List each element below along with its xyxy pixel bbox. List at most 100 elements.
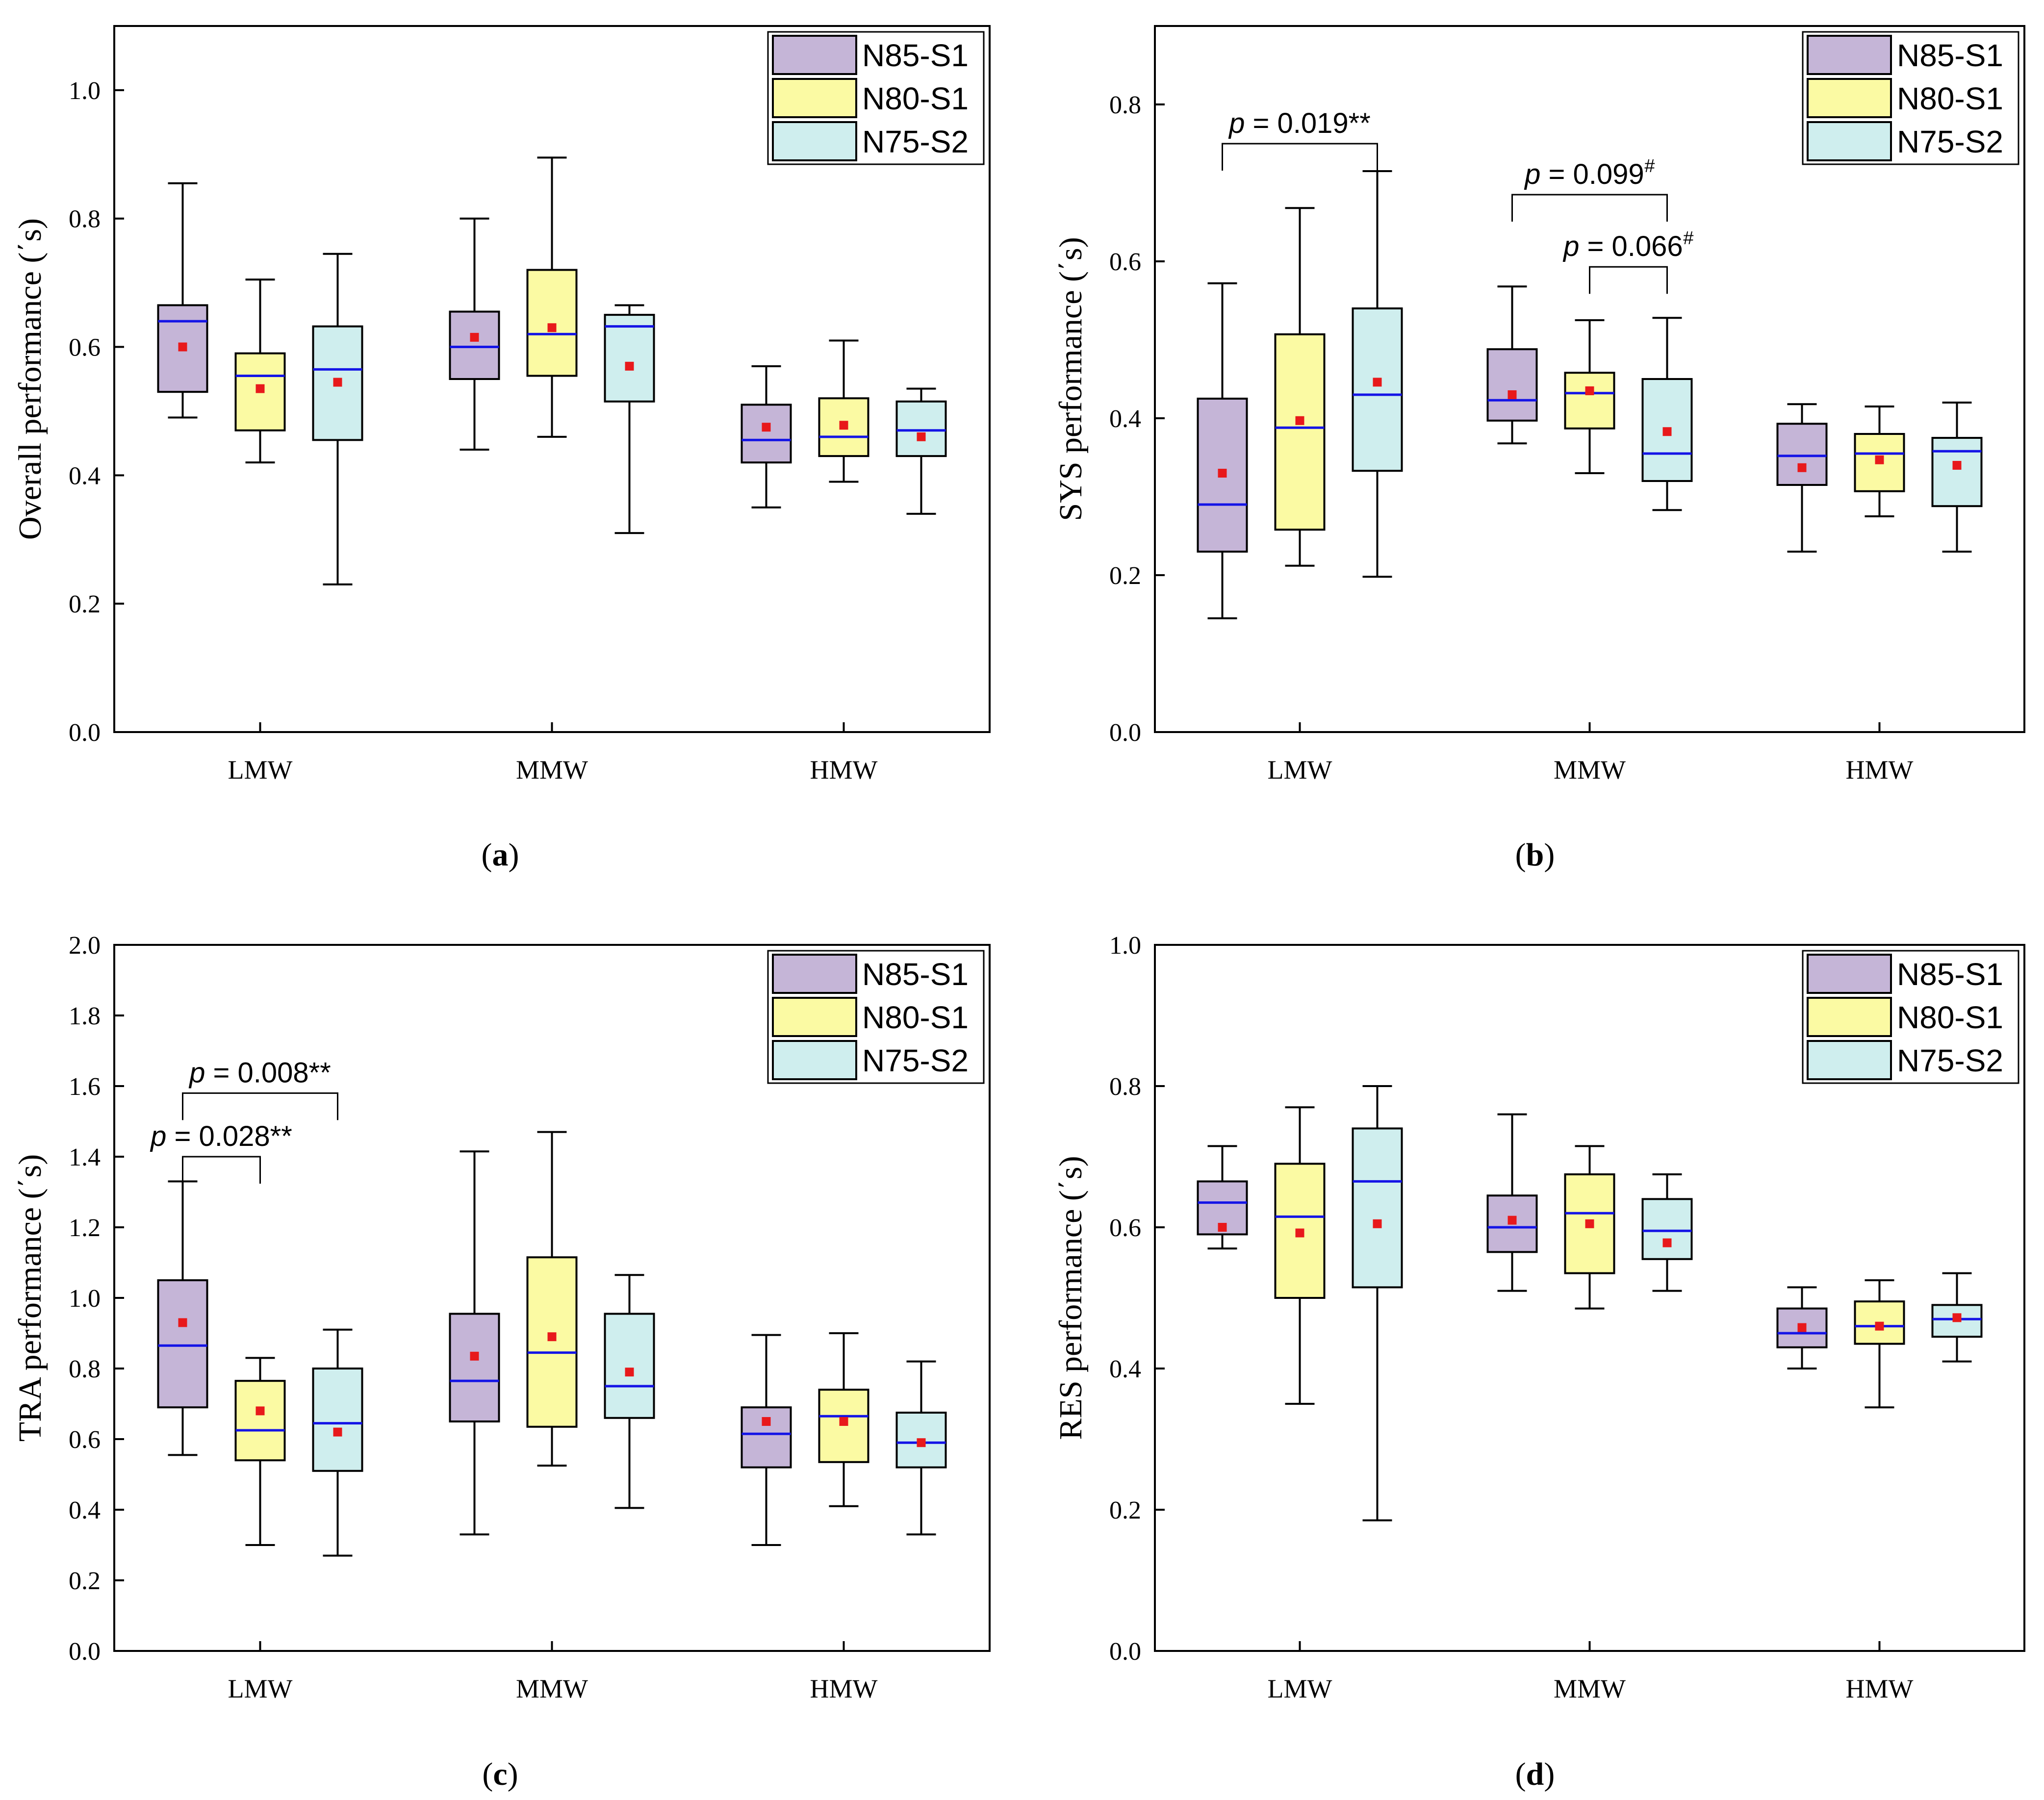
legend-swatch-n75-s2 (1807, 1040, 1892, 1080)
mean-marker (333, 378, 342, 387)
box-n85-s1-lmw (157, 1279, 208, 1409)
x-tick-label: HMW (1846, 755, 1914, 785)
p-value: = 0.008** (205, 1057, 331, 1089)
y-axis-title: Overall performance (΄s) (12, 218, 48, 540)
mean-marker (178, 342, 187, 352)
legend: N85-S1 N80-S1 N75-S2 (1802, 950, 2019, 1084)
panel-letter: c (493, 1756, 507, 1792)
chart-panel-b: 0.0 0.2 0.4 0.6 0.8 LMW MMW HMW SYS performance … (1053, 25, 2025, 873)
box-n75-s2-lmw (312, 1368, 363, 1472)
paren-close: ) (1544, 837, 1555, 873)
chart-panel-c: 0.0 0.2 0.4 0.6 0.8 1.0 1.2 1.4 1.6 1.8 2.0 LMW MMW H… (12, 932, 991, 1792)
y-tick-label: 1.0 (1109, 932, 1141, 960)
significance-label: p = 0.019** (1228, 107, 1371, 139)
y-tick-label: 1.6 (69, 1073, 101, 1101)
mean-marker (1585, 386, 1594, 395)
y-tick-label: 0.0 (69, 1638, 101, 1666)
mean-marker (625, 361, 634, 371)
x-tick-label: HMW (1846, 1674, 1914, 1703)
legend-swatch-n75-s2 (772, 121, 857, 161)
mean-marker (1507, 390, 1517, 399)
mean-marker (470, 1351, 479, 1361)
y-tick-label: 0.8 (69, 1355, 101, 1383)
box-n75-s2-mmw (1641, 1198, 1693, 1260)
panel-letter: a (492, 837, 509, 873)
p-value: = 0.099 (1540, 158, 1644, 190)
legend-label: N75-S2 (862, 1043, 969, 1078)
legend-label: N80-S1 (862, 81, 969, 116)
x-tick-label: MMW (516, 755, 588, 785)
box-n75-s2-hmw (895, 400, 947, 457)
y-axis-title: SYS performance (΄s) (1053, 237, 1089, 521)
mean-marker (762, 1417, 771, 1426)
box-n80-s1-lmw (234, 1380, 286, 1462)
legend-swatch-n80-s1 (1807, 78, 1892, 118)
legend: N85-S1 N80-S1 N75-S2 (767, 31, 985, 165)
paren-close: ) (1544, 1756, 1555, 1792)
p-value: = 0.019** (1245, 107, 1370, 139)
legend-label: N85-S1 (862, 957, 969, 992)
legend-swatch-n80-s1 (1807, 997, 1892, 1037)
box-n75-s2-lmw (1352, 307, 1403, 472)
legend-swatch-n80-s1 (772, 997, 857, 1037)
y-tick-label: 1.8 (69, 1002, 101, 1030)
significance-label: p = 0.028** (150, 1120, 292, 1152)
y-tick-label: 0.8 (69, 205, 101, 233)
y-tick-label: 0.4 (1109, 405, 1141, 433)
significance-bracket (1222, 143, 1378, 171)
x-tick-label: MMW (1554, 755, 1626, 785)
y-tick-label: 0.6 (69, 334, 101, 362)
legend-swatch-n80-s1 (772, 78, 857, 118)
p-symbol: p (188, 1057, 205, 1089)
box-n85-s1-hmw (1776, 423, 1828, 486)
legend-label: N85-S1 (1897, 38, 2003, 73)
y-tick-label: 0.6 (69, 1426, 101, 1454)
mean-marker (1875, 455, 1884, 464)
x-tick-label: HMW (810, 755, 878, 785)
box-n85-s1-hmw (741, 1406, 792, 1469)
y-tick-label: 0.8 (1109, 1073, 1141, 1101)
p-superscript: # (1683, 228, 1694, 249)
mean-marker (917, 432, 926, 441)
y-tick-label: 0.0 (1109, 719, 1141, 747)
y-tick-label: 0.2 (1109, 1496, 1141, 1524)
mean-marker (1507, 1216, 1517, 1225)
y-tick-label: 1.2 (69, 1214, 101, 1242)
significance-bracket (182, 1156, 261, 1184)
box-n85-s1-mmw (449, 310, 500, 380)
panel-letter: b (1526, 837, 1544, 873)
p-superscript: # (1644, 156, 1655, 177)
y-tick-label: 0.4 (1109, 1355, 1141, 1383)
mean-marker (1952, 1313, 1962, 1322)
mean-marker (1218, 1223, 1227, 1232)
y-tick-label: 0.8 (1109, 91, 1141, 119)
y-tick-label: 0.0 (1109, 1638, 1141, 1666)
legend-swatch-n85-s1 (1807, 954, 1892, 994)
x-tick-label: LMW (228, 1674, 293, 1703)
significance-bracket (1511, 194, 1668, 222)
legend-swatch-n75-s2 (1807, 121, 1892, 161)
paren-close: ) (508, 1756, 518, 1792)
mean-marker (256, 1406, 265, 1416)
significance-bracket (182, 1092, 338, 1120)
panel-label: (b) (1515, 837, 1555, 873)
y-tick-label: 0.6 (1109, 248, 1141, 276)
mean-marker (1218, 469, 1227, 478)
significance-bracket (1589, 266, 1668, 294)
y-tick-label: 0.2 (69, 590, 101, 618)
legend-label: N75-S2 (1897, 1043, 2003, 1078)
p-value: = 0.028** (166, 1120, 292, 1152)
box-n75-s2-hmw (1931, 437, 1983, 507)
p-value: = 0.066 (1579, 230, 1683, 262)
box-n80-s1-mmw (526, 1256, 578, 1428)
mean-marker (547, 323, 557, 332)
mean-marker (470, 332, 479, 342)
panel-letter: d (1526, 1756, 1544, 1792)
mean-marker (1952, 461, 1962, 470)
paren-open: ( (1515, 837, 1526, 873)
panel-label: (a) (482, 837, 519, 873)
y-tick-label: 0.2 (1109, 562, 1141, 590)
chart-panel-a: 0.0 0.2 0.4 0.6 0.8 1.0 LMW MMW HMW Overall perfo… (12, 25, 991, 873)
box-n85-s1-mmw (449, 1313, 500, 1422)
legend-swatch-n85-s1 (772, 954, 857, 994)
